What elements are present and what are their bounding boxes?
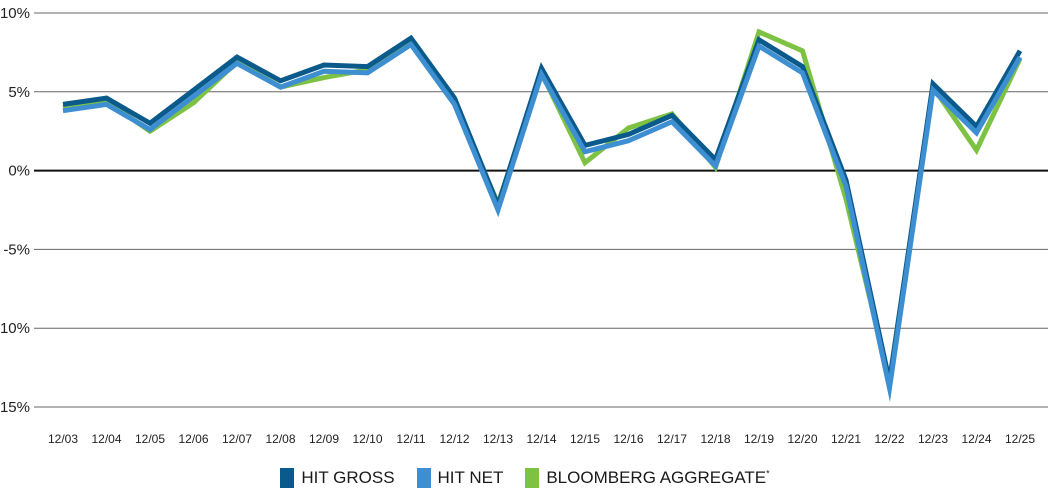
x-tick-label: 12/20 (787, 432, 817, 446)
legend-item-hit-net: HIT NET (416, 468, 504, 488)
x-tick-label: 12/19 (744, 432, 774, 446)
x-tick-label: 12/14 (526, 432, 556, 446)
x-tick-label: 12/13 (483, 432, 513, 446)
x-tick-label: 12/15 (570, 432, 600, 446)
x-tick-label: 12/25 (1005, 432, 1035, 446)
x-tick-label: 12/05 (135, 432, 165, 446)
x-tick-label: 12/08 (265, 432, 295, 446)
legend-label-hit-gross: HIT GROSS (301, 468, 395, 487)
legend-item-hit-gross: HIT GROSS (280, 468, 395, 488)
y-tick-label: -10% (0, 320, 30, 337)
legend-swatch-hit-net (416, 468, 431, 488)
x-tick-label: 12/16 (613, 432, 643, 446)
x-tick-label: 12/03 (48, 432, 78, 446)
x-tick-label: 12/18 (700, 432, 730, 446)
legend-label-hit-net: HIT NET (437, 468, 504, 487)
x-tick-label: 12/06 (178, 432, 208, 446)
y-axis: 10% 5% 0% -5% -10% -15% (0, 5, 30, 416)
legend-swatch-bloomberg-aggregate (525, 468, 540, 488)
legend-swatch-hit-gross (280, 468, 295, 488)
y-tick-label: -5% (3, 241, 30, 258)
x-tick-label: 12/07 (222, 432, 252, 446)
y-tick-label: 0% (8, 163, 30, 180)
series-line-hit-net (62, 41, 1023, 403)
x-tick-label: 12/04 (91, 432, 121, 446)
legend: HIT GROSS HIT NET BLOOMBERG AGGREGATE* (0, 468, 1050, 488)
y-tick-label: -15% (0, 399, 30, 416)
x-tick-label: 12/11 (396, 432, 425, 446)
x-tick-label: 12/21 (831, 432, 861, 446)
y-tick-label: 5% (8, 84, 30, 101)
series-lines (62, 28, 1023, 403)
legend-label-bloomberg-aggregate: BLOOMBERG AGGREGATE* (546, 468, 770, 487)
x-tick-label: 12/23 (918, 432, 948, 446)
x-tick-label: 12/12 (439, 432, 469, 446)
x-axis: 12/03 12/04 12/05 12/06 12/07 12/08 12/09 12/10… (48, 432, 1035, 446)
x-tick-label: 12/24 (961, 432, 991, 446)
x-tick-label: 12/10 (352, 432, 382, 446)
legend-item-bloomberg-aggregate: BLOOMBERG AGGREGATE* (525, 468, 770, 488)
y-tick-label: 10% (0, 5, 30, 22)
x-tick-label: 12/17 (657, 432, 687, 446)
x-tick-label: 12/22 (874, 432, 904, 446)
x-tick-label: 12/09 (309, 432, 339, 446)
